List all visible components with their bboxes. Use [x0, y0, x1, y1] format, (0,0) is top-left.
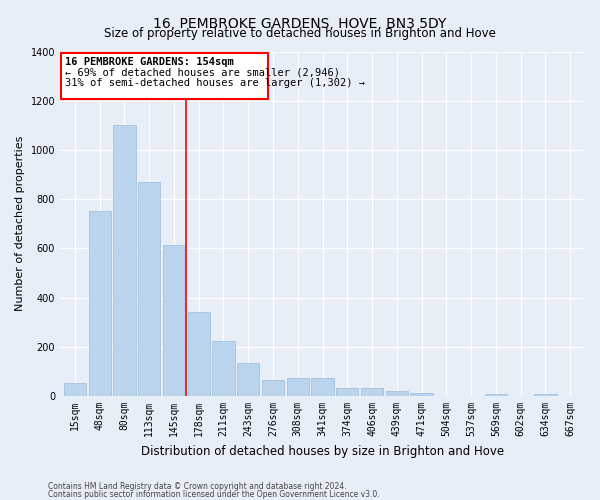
Bar [287, 378, 309, 396]
Text: 16 PEMBROKE GARDENS: 154sqm: 16 PEMBROKE GARDENS: 154sqm [65, 57, 234, 67]
Bar [336, 388, 358, 396]
Bar [89, 212, 111, 396]
Text: 31% of semi-detached houses are larger (1,302) →: 31% of semi-detached houses are larger (… [65, 78, 365, 88]
Text: Contains HM Land Registry data © Crown copyright and database right 2024.: Contains HM Land Registry data © Crown c… [48, 482, 347, 491]
Bar [163, 244, 185, 396]
Bar [361, 388, 383, 396]
Text: Size of property relative to detached houses in Brighton and Hove: Size of property relative to detached ho… [104, 28, 496, 40]
Bar [386, 390, 408, 396]
Bar [534, 394, 557, 396]
Bar [138, 182, 160, 396]
X-axis label: Distribution of detached houses by size in Brighton and Hove: Distribution of detached houses by size … [141, 444, 504, 458]
Text: 16, PEMBROKE GARDENS, HOVE, BN3 5DY: 16, PEMBROKE GARDENS, HOVE, BN3 5DY [154, 18, 446, 32]
Bar [237, 363, 259, 396]
Y-axis label: Number of detached properties: Number of detached properties [15, 136, 25, 312]
Bar [262, 380, 284, 396]
Bar [485, 394, 507, 396]
Bar [113, 126, 136, 396]
Bar [410, 393, 433, 396]
Bar [64, 382, 86, 396]
Text: ← 69% of detached houses are smaller (2,946): ← 69% of detached houses are smaller (2,… [65, 68, 340, 78]
Text: Contains public sector information licensed under the Open Government Licence v3: Contains public sector information licen… [48, 490, 380, 499]
Bar [212, 340, 235, 396]
Bar [61, 52, 268, 100]
Bar [311, 378, 334, 396]
Bar [188, 312, 210, 396]
